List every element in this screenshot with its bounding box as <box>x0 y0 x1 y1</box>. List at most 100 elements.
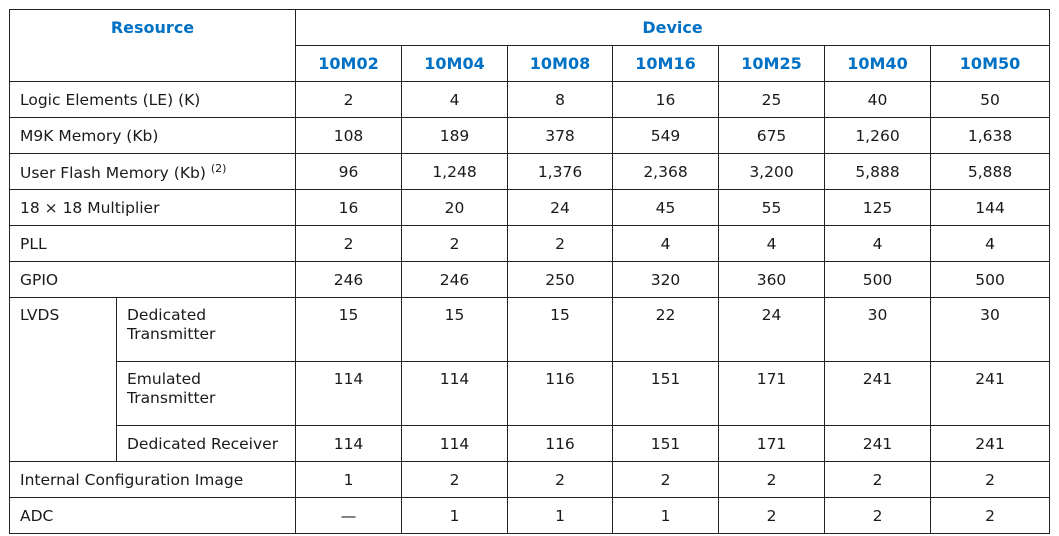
resource-label-text: M9K Memory (Kb) <box>20 126 159 145</box>
value-cell: — <box>295 497 402 534</box>
value-cell: 30 <box>929 297 1051 362</box>
value-cell: 1,260 <box>824 117 931 154</box>
value-cell: 549 <box>612 117 719 154</box>
resource-label: Internal Configuration Image <box>9 461 296 498</box>
resource-label-text: Internal Configuration Image <box>20 470 244 489</box>
value-cell: 246 <box>295 261 402 298</box>
value-cell: 2 <box>718 497 825 534</box>
resource-label-text: 18 × 18 Multiplier <box>20 198 160 217</box>
value-cell: 1 <box>507 497 613 534</box>
value-cell: 241 <box>824 425 931 462</box>
value-cell: 15 <box>295 297 402 362</box>
value-cell: 151 <box>612 425 719 462</box>
value-cell: 45 <box>612 189 719 226</box>
value-cell: 114 <box>401 361 508 426</box>
table-row: LVDS Dedicated Transmitter 15 15 15 22 24 30 30 <box>9 297 1051 462</box>
value-cell: 4 <box>718 225 825 262</box>
device-column-header: 10M25 <box>718 45 825 82</box>
value-cell: 1 <box>612 497 719 534</box>
value-cell: 151 <box>612 361 719 426</box>
resource-label: GPIO <box>9 261 296 298</box>
device-column-header: 10M02 <box>295 45 402 82</box>
value-cell: 241 <box>929 361 1051 426</box>
resource-label-text: Dedicated Transmitter <box>127 306 216 343</box>
value-cell: 125 <box>824 189 931 226</box>
value-cell: 1,248 <box>401 153 508 190</box>
value-cell: 189 <box>401 117 508 154</box>
value-cell: 16 <box>295 189 402 226</box>
value-cell: 2 <box>612 461 719 498</box>
resource-label-text: ADC <box>20 506 54 525</box>
table-row: 18 × 18 Multiplier 16 20 24 45 55 125 144 <box>9 189 1051 226</box>
resource-label-text: User Flash Memory (Kb) <box>20 163 206 182</box>
value-cell: 2 <box>718 461 825 498</box>
value-cell: 144 <box>929 189 1051 226</box>
device-column-header: 10M40 <box>824 45 931 82</box>
value-cell: 1 <box>295 461 402 498</box>
value-cell: 378 <box>507 117 613 154</box>
value-cell: 116 <box>507 425 613 462</box>
table-row: M9K Memory (Kb) 108 189 378 549 675 1,260 1,638 <box>9 117 1051 154</box>
resource-header: Resource <box>9 9 296 82</box>
value-cell: 2 <box>295 81 402 118</box>
device-resource-table: Resource Device 10M02 10M04 10M08 10M16 10M2… <box>9 9 1051 534</box>
table-row: Dedicated Receiver 114 114 116 151 171 241 241 <box>10 425 1051 462</box>
value-cell: 2 <box>507 461 613 498</box>
resource-label: PLL <box>9 225 296 262</box>
value-cell: 16 <box>612 81 719 118</box>
value-cell: 15 <box>401 297 508 362</box>
value-cell: 4 <box>401 81 508 118</box>
value-cell: 1 <box>401 497 508 534</box>
value-cell: 2 <box>824 461 931 498</box>
value-cell: 2 <box>507 225 613 262</box>
value-cell: 250 <box>507 261 613 298</box>
value-cell: 30 <box>824 297 931 362</box>
value-cell: 1,376 <box>507 153 613 190</box>
value-cell: 320 <box>612 261 719 298</box>
value-cell: 4 <box>612 225 719 262</box>
value-cell: 50 <box>929 81 1051 118</box>
device-column-header: 10M50 <box>929 45 1051 82</box>
value-cell: 241 <box>824 361 931 426</box>
value-cell: 15 <box>507 297 613 362</box>
value-cell: 5,888 <box>824 153 931 190</box>
table-row: User Flash Memory (Kb) (2) 96 1,248 1,376 2,… <box>9 153 1051 190</box>
resource-label-text: Logic Elements (LE) (K) <box>20 90 201 109</box>
resource-label-text: GPIO <box>20 270 59 289</box>
device-header: Device <box>294 9 1051 46</box>
device-column-header: 10M16 <box>612 45 719 82</box>
value-cell: 4 <box>929 225 1051 262</box>
value-cell: 246 <box>401 261 508 298</box>
value-cell: 2 <box>824 497 931 534</box>
value-cell: 40 <box>824 81 931 118</box>
value-cell: 2 <box>929 497 1051 534</box>
value-cell: 108 <box>295 117 402 154</box>
table-row: Emulated Transmitter 114 114 116 151 171 241 24… <box>10 361 1051 426</box>
table-row: PLL 2 2 2 4 4 4 4 <box>9 225 1051 262</box>
value-cell: 22 <box>612 297 719 362</box>
value-cell: 8 <box>507 81 613 118</box>
resource-label: Dedicated Transmitter <box>116 297 296 362</box>
table-row: ADC —1 1 1 2 2 2 <box>9 497 1051 534</box>
value-cell: 500 <box>929 261 1051 298</box>
value-cell: 114 <box>401 425 508 462</box>
value-cell: 20 <box>401 189 508 226</box>
value-cell: 2 <box>295 225 402 262</box>
value-cell: 2,368 <box>612 153 719 190</box>
value-cell: 25 <box>718 81 825 118</box>
value-cell: 360 <box>718 261 825 298</box>
value-cell: 3,200 <box>718 153 825 190</box>
value-cell: 114 <box>295 425 402 462</box>
value-cell: 5,888 <box>929 153 1051 190</box>
value-cell: 675 <box>718 117 825 154</box>
resource-label: Emulated Transmitter <box>116 361 296 426</box>
value-cell: 114 <box>295 361 402 426</box>
value-cell: 24 <box>507 189 613 226</box>
resource-label: User Flash Memory (Kb) (2) <box>9 153 296 190</box>
lvds-label: LVDS <box>9 297 117 462</box>
value-cell: 55 <box>718 189 825 226</box>
resource-label-text: PLL <box>20 234 47 253</box>
value-cell: 4 <box>824 225 931 262</box>
value-cell: 241 <box>929 425 1051 462</box>
footnote-ref[interactable]: (2) <box>210 161 227 175</box>
